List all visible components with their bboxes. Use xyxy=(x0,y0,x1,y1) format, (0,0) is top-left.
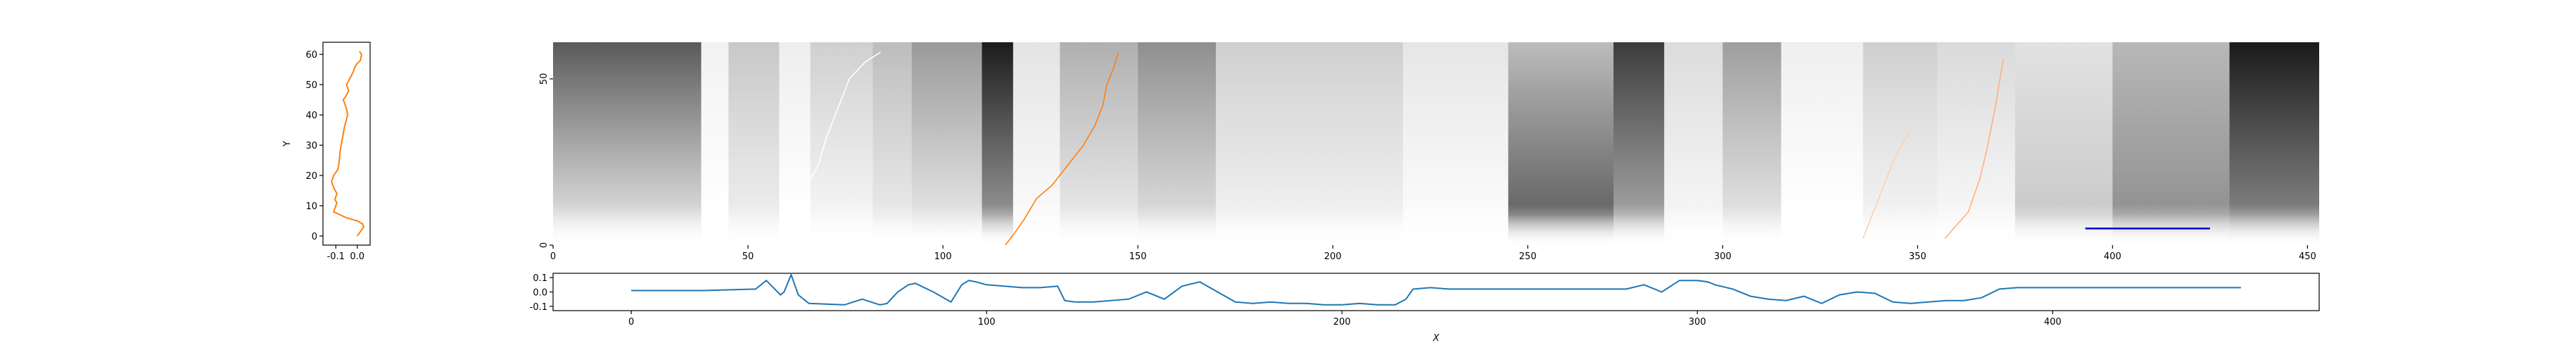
heatmap-fade xyxy=(553,42,2319,245)
profile-y-tick-label: 60 xyxy=(305,50,317,61)
trace-x-tick-label: 100 xyxy=(978,317,996,328)
profile-series xyxy=(331,51,365,237)
heatmap-x-tick-label: 300 xyxy=(1714,251,1732,262)
heatmap-overlay-line xyxy=(1862,132,1910,239)
heatmap-y-tick-label: 50 xyxy=(539,73,550,85)
profile-plot-frame xyxy=(322,42,371,246)
heatmap-overlay-line xyxy=(1005,51,1119,246)
heatmap-x-tick-label: 0 xyxy=(550,251,556,262)
trace-series xyxy=(631,273,2241,306)
heatmap-x-tick-label: 200 xyxy=(1324,251,1342,262)
profile-y-tick-label: 10 xyxy=(305,201,317,212)
profile-y-axis-label: Y xyxy=(282,141,293,147)
heatmap-x-tick-label: 250 xyxy=(1519,251,1537,262)
trace-y-tick-label: 0.1 xyxy=(533,273,547,284)
profile-line xyxy=(331,51,365,237)
trace-chart: -0.1 0.0 0.1 0 100 200 300 400 X xyxy=(530,273,2320,344)
heatmap-image xyxy=(553,42,2319,245)
profile-x-ticks: -0.1 0.0 xyxy=(327,245,364,262)
heatmap-x-tick-label: 150 xyxy=(1129,251,1147,262)
profile-y-tick-label: 50 xyxy=(305,80,317,91)
heatmap-x-tick-label: 400 xyxy=(2104,251,2121,262)
heatmap-overlay-line xyxy=(810,51,881,180)
trace-y-tick-label: -0.1 xyxy=(530,302,547,313)
profile-x-tick-label: -0.1 xyxy=(327,251,345,262)
heatmap-overlay-line xyxy=(1944,58,2004,239)
trace-x-tick-label: 200 xyxy=(1333,317,1351,328)
profile-y-tick-label: 20 xyxy=(305,171,317,182)
heatmap-x-tick-label: 350 xyxy=(1909,251,1927,262)
heatmap-y-ticks: 0 50 xyxy=(539,73,553,248)
heatmap-x-tick-label: 450 xyxy=(2299,251,2316,262)
profile-y-ticks: 0 10 20 30 40 50 60 xyxy=(305,50,323,242)
trace-y-ticks: -0.1 0.0 0.1 xyxy=(530,273,553,313)
heatmap-y-tick-label: 0 xyxy=(539,242,550,248)
profile-x-tick-label: 0.0 xyxy=(350,251,364,262)
profile-chart: 0 10 20 30 40 50 60 -0.1 0.0 Y xyxy=(282,42,371,262)
trace-x-ticks: 0 100 200 300 400 xyxy=(628,311,2062,328)
heatmap-chart: 0 50 100 150 200 250 300 350 400 450 0 50 xyxy=(539,42,2319,262)
profile-y-tick-label: 0 xyxy=(312,232,317,242)
trace-x-tick-label: 0 xyxy=(628,317,634,328)
heatmap-x-ticks: 0 50 100 150 200 250 300 350 400 450 xyxy=(550,245,2316,262)
trace-line xyxy=(631,273,2241,306)
heatmap-x-tick-label: 100 xyxy=(934,251,952,262)
heatmap-overlay-lines xyxy=(810,51,2210,246)
trace-x-axis-label: X xyxy=(1433,333,1440,344)
trace-x-tick-label: 400 xyxy=(2044,317,2062,328)
profile-y-tick-label: 30 xyxy=(305,141,317,151)
trace-y-tick-label: 0.0 xyxy=(533,288,547,299)
profile-y-tick-label: 40 xyxy=(305,111,317,121)
heatmap-x-tick-label: 50 xyxy=(742,251,754,262)
trace-x-tick-label: 300 xyxy=(1689,317,1706,328)
trace-plot-frame xyxy=(552,273,2320,311)
